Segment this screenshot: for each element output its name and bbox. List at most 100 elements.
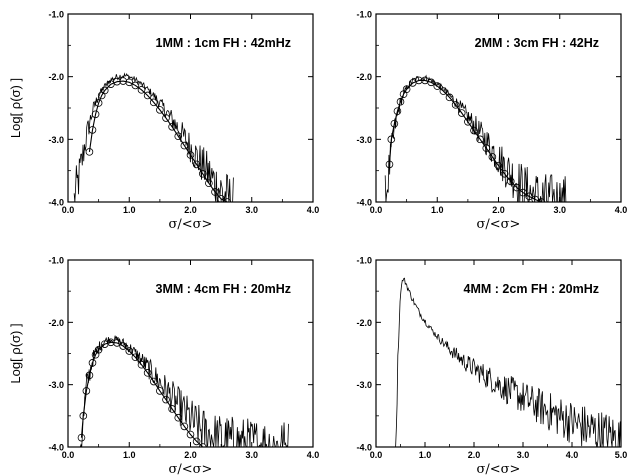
fit-marker [457, 109, 466, 117]
chart-panel-2: 0.0 1.0 2.0 3.0 4.0 -1.0 -2.0 -3.0 -4.0 σ/<σ> 2MM … [356, 10, 627, 233]
fit-marker [439, 87, 448, 95]
fit-marker [131, 353, 140, 362]
fit-marker [94, 345, 103, 354]
panel-title: 4MM : 2cm FH : 20mHz [464, 282, 599, 296]
fit-marker [168, 405, 176, 413]
fit-marker [100, 86, 109, 95]
fit-curve [88, 80, 228, 202]
fit-marker [79, 412, 88, 420]
x-tick-label: 1.0 [419, 450, 432, 460]
fit-marker [149, 98, 158, 107]
x-tick-label: 2.0 [184, 450, 197, 460]
fit-marker [186, 151, 195, 159]
x-tick-label: 2.0 [492, 205, 505, 215]
fit-marker [205, 179, 213, 188]
fit-marker [180, 422, 189, 431]
x-axis-label: σ/<σ> [169, 462, 213, 476]
y-tick-label: -2.0 [356, 318, 372, 328]
fit-marker [402, 85, 411, 93]
x-tick-label: 2.0 [468, 450, 481, 460]
fit-marker [387, 135, 396, 144]
y-tick-label: -2.0 [356, 72, 372, 82]
fit-marker [415, 76, 423, 85]
fit-marker [125, 78, 134, 87]
fit-marker [119, 342, 127, 350]
fit-marker [77, 433, 86, 442]
y-tick-label: -1.0 [356, 256, 372, 266]
fit-marker [464, 117, 472, 126]
fit-marker [513, 183, 521, 192]
fit-marker [137, 360, 146, 369]
y-tick-label: -4.0 [356, 443, 372, 453]
y-tick-label: -4.0 [356, 198, 372, 208]
fit-marker [500, 170, 509, 178]
x-tick-label: 4.0 [566, 450, 579, 460]
fit-marker [445, 93, 454, 102]
x-tick-label: 0.0 [370, 205, 383, 215]
fit-curve [80, 341, 204, 447]
x-tick-label: 4.0 [307, 450, 320, 460]
x-tick-label: 3.0 [245, 450, 258, 460]
fit-marker [94, 99, 103, 107]
fit-marker [217, 195, 225, 202]
x-tick-label: 1.0 [431, 205, 444, 215]
y-tick-label: -3.0 [356, 135, 372, 145]
fit-marker [162, 395, 170, 404]
x-tick-label: 0.0 [62, 205, 75, 215]
fit-series-2 [77, 338, 207, 447]
y-tick-label: -3.0 [48, 135, 64, 145]
fit-series-2 [85, 77, 232, 202]
fit-marker [88, 359, 97, 367]
fit-marker [494, 161, 503, 170]
fit-marker [143, 369, 152, 377]
x-tick-label: 1.0 [123, 450, 136, 460]
y-tick-label: -4.0 [48, 443, 64, 453]
fit-marker [506, 177, 515, 186]
data-line-series-1 [79, 335, 289, 447]
fit-marker [149, 377, 158, 386]
fit-curve [388, 79, 542, 202]
y-tick-label: -3.0 [48, 380, 64, 390]
y-axis-label: Log[ ρ(σ) ] [8, 78, 23, 138]
fit-marker [131, 81, 140, 90]
fit-marker [198, 443, 207, 447]
fit-marker [174, 132, 183, 141]
y-tick-label: -2.0 [48, 318, 64, 328]
fit-marker [186, 430, 195, 439]
fit-marker [192, 437, 201, 446]
data-line-series-1 [384, 74, 567, 202]
y-tick-label: -1.0 [356, 10, 372, 20]
fit-marker [192, 160, 201, 169]
x-tick-label: 3.0 [553, 205, 566, 215]
x-tick-label: 1.0 [123, 205, 136, 215]
fit-marker [451, 101, 460, 109]
y-axis-label: Log[ ρ(σ) ] [8, 323, 23, 383]
fit-marker [82, 387, 91, 395]
fit-marker [162, 114, 170, 122]
fit-marker [482, 144, 491, 152]
x-tick-label: 2.0 [184, 205, 197, 215]
x-axis-label: σ/<σ> [477, 217, 521, 232]
fit-marker [119, 77, 127, 85]
y-tick-label: -1.0 [48, 256, 64, 266]
data-line-series-1 [395, 277, 621, 447]
fit-marker [180, 141, 189, 150]
x-tick-label: 0.0 [370, 450, 383, 460]
fit-marker [390, 119, 399, 128]
fit-marker [433, 82, 442, 90]
fit-marker [427, 78, 435, 87]
fit-marker [476, 135, 484, 144]
fit-marker [85, 371, 94, 380]
fit-marker [88, 126, 97, 134]
y-tick-label: -2.0 [48, 72, 64, 82]
fit-marker [470, 126, 478, 135]
x-tick-label: 4.0 [307, 205, 320, 215]
fit-marker [125, 347, 134, 355]
fit-marker [168, 123, 176, 131]
panel-title: 3MM : 4cm FH : 20mHz [156, 282, 291, 296]
x-tick-label: 5.0 [615, 450, 628, 460]
fit-marker [143, 91, 152, 100]
fit-marker [198, 170, 207, 178]
fit-marker [488, 153, 497, 161]
